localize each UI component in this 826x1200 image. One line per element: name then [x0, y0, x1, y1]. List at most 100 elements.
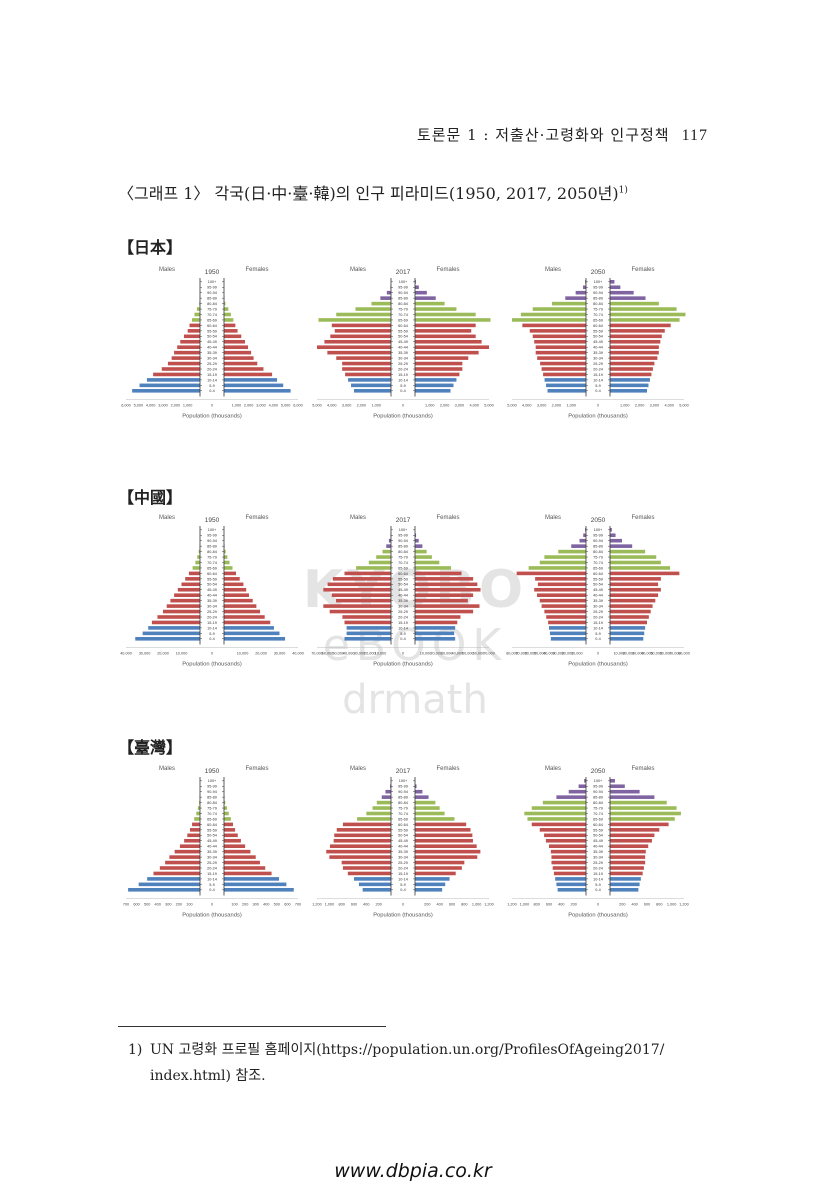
c2-1950-male-bar-70-74	[196, 811, 200, 816]
c1-1950-age-label-65-69: 65-69	[207, 566, 217, 570]
c1-2050-male-bar-65-69	[528, 566, 586, 570]
c2-2050-male-bar-95-99	[578, 784, 586, 789]
c1-2017-age-label-35-39: 35-39	[398, 599, 408, 603]
c1-2050-x-tick-11: 30,000	[632, 651, 644, 655]
c2-1950-age-label-0-4: 0-4	[209, 888, 215, 892]
c2-2017-male-bar-90-94	[385, 789, 391, 794]
c0-2017-x-tick-8: 3,000	[455, 403, 465, 407]
c0-1950-female-bar-50-54	[224, 334, 242, 339]
c0-2017-female-bar-15-19	[415, 372, 460, 377]
c1-2017-age-label-25-29: 25-29	[398, 610, 408, 614]
c2-1950-age-label-75-79: 75-79	[207, 806, 217, 810]
c0-1950-male-bar-75-79	[196, 307, 200, 311]
c0-2050-male-bar-70-74	[520, 312, 586, 317]
c1-2050-females-label: Females	[631, 515, 654, 521]
c1-2050-female-bar-50-54	[610, 582, 659, 587]
c2-1950-age-label-55-59: 55-59	[207, 828, 217, 832]
footnote-rule	[118, 1026, 386, 1027]
c1-2017-male-bar-40-44	[331, 593, 391, 597]
c1-2050-female-bar-80-84	[610, 549, 646, 554]
c2-1950-males-label: Males	[159, 766, 175, 772]
c0-2017-x-tick-9: 4,000	[469, 403, 479, 407]
c2-2050-female-bar-25-29	[610, 860, 646, 865]
c0-2050-female-bar-95-99	[610, 285, 621, 290]
c2-1950-x-tick-14: 700	[295, 902, 301, 906]
c1-2017-female-bar-75-79	[415, 555, 432, 559]
c1-1950-x-tick-4: 0	[211, 651, 213, 655]
c1-2050-xlabel: Population (thousands)	[568, 661, 628, 667]
c1-2017-male-bar-50-54	[327, 582, 391, 587]
c0-2017-x-tick-3: 2,000	[357, 403, 367, 407]
c0-1950-females-label: Females	[245, 267, 268, 273]
c1-2050-age-label-80-84: 80-84	[593, 550, 603, 554]
c0-1950-female-bar-55-59	[224, 329, 238, 333]
c2-1950-female-bar-40-44	[224, 844, 246, 848]
c2-1950-age-label-30-34: 30-34	[207, 856, 217, 860]
c2-2050-age-label-65-69: 65-69	[593, 817, 603, 821]
c1-1950-xlabel: Population (thousands)	[182, 661, 242, 667]
c1-1950-year-label: 1950	[205, 517, 220, 524]
c0-2017-x-tick-10: 5,000	[484, 403, 494, 407]
c1-2050-female-bar-75-79	[610, 555, 657, 559]
c2-2050-male-bar-50-54	[544, 833, 586, 838]
c2-1950-female-bar-15-19	[224, 871, 272, 876]
c0-1950-age-label-10-14: 10-14	[207, 378, 217, 382]
c1-2017-x-tick-14: 70,000	[483, 651, 495, 655]
c1-2050-age-label-50-54: 50-54	[593, 583, 603, 587]
c2-1950-x-tick-7: 0	[211, 902, 213, 906]
c1-2017-male-bar-15-19	[344, 620, 391, 625]
c0-2050-male-bar-85-89	[565, 296, 586, 300]
c2-2017-male-bar-20-24	[342, 866, 391, 870]
c0-2050-male-bar-10-14	[544, 378, 586, 382]
c2-2017-x-tick-8: 400	[436, 902, 442, 906]
c2-2050-age-label-100+: 100+	[594, 779, 603, 783]
c0-2017-age-label-100+: 100+	[399, 280, 408, 284]
c0-2050-x-tick-8: 3,000	[650, 403, 660, 407]
c1-2017-age-label-45-49: 45-49	[398, 588, 408, 592]
c1-2050-age-label-75-79: 75-79	[593, 555, 603, 559]
c0-2050-female-bar-35-39	[610, 350, 659, 355]
c2-2050-female-bar-40-44	[610, 844, 649, 848]
c2-2050-male-bar-85-89	[556, 795, 586, 799]
c2-1950-male-bar-15-19	[153, 871, 200, 876]
c0-2017-male-bar-90-94	[386, 290, 391, 295]
c0-2050-age-label-60-64: 60-64	[593, 324, 603, 328]
c2-1950-female-bar-0-4	[224, 888, 294, 892]
c1-2050-age-label-90-94: 90-94	[593, 539, 603, 543]
c2-2017-female-bar-25-29	[415, 860, 465, 865]
c2-2017-female-bar-45-49	[415, 838, 473, 843]
c0-1950-age-label-95-99: 95-99	[207, 286, 217, 290]
c2-2050-male-bar-80-84	[542, 800, 586, 805]
footnote-number: 1)	[128, 1042, 143, 1058]
c2-2050-age-label-45-49: 45-49	[593, 839, 603, 843]
c1-2050-age-label-40-44: 40-44	[593, 594, 603, 598]
c2-2050-female-bar-95-99	[610, 784, 625, 789]
c2-2050-male-bar-30-34	[551, 855, 586, 859]
c2-2050-female-bar-55-59	[610, 828, 660, 832]
c1-2017-female-bar-30-34	[415, 604, 480, 608]
c2-2050-male-bar-60-64	[531, 822, 586, 827]
c1-2050-female-bar-85-89	[610, 544, 633, 548]
c2-2017-male-bar-30-34	[329, 855, 391, 859]
c2-2050-female-bar-5-9	[610, 882, 640, 887]
c1-2050-male-bar-75-79	[544, 555, 586, 559]
c0-2017-age-label-65-69: 65-69	[398, 318, 408, 322]
c1-2017-x-tick-5: 20,000	[364, 651, 376, 655]
c2-1950-female-bar-30-34	[224, 855, 256, 859]
c0-2050-x-tick-4: 1,000	[566, 403, 576, 407]
c0-2017-female-bar-30-34	[415, 356, 469, 360]
c0-2050-female-bar-90-94	[610, 290, 634, 295]
c1-2017-female-bar-5-9	[415, 631, 455, 636]
c2-2050-female-bar-35-39	[610, 849, 646, 854]
c1-2050-male-bar-15-19	[548, 620, 586, 625]
c0-2017-female-bar-55-59	[415, 329, 472, 333]
c1-1950-x-tick-5: 10,000	[237, 651, 249, 655]
c1-1950-x-tick-8: 40,000	[292, 651, 304, 655]
c2-2017-female-bar-65-69	[415, 817, 455, 821]
c0-2017-age-label-50-54: 50-54	[398, 335, 408, 339]
c2-2050-male-bar-35-39	[550, 849, 586, 854]
c2-1950-x-tick-13: 600	[284, 902, 290, 906]
c2-2017-x-tick-7: 200	[424, 902, 430, 906]
c0-2050-male-bar-75-79	[532, 307, 586, 311]
c2-2017-age-label-35-39: 35-39	[398, 850, 408, 854]
